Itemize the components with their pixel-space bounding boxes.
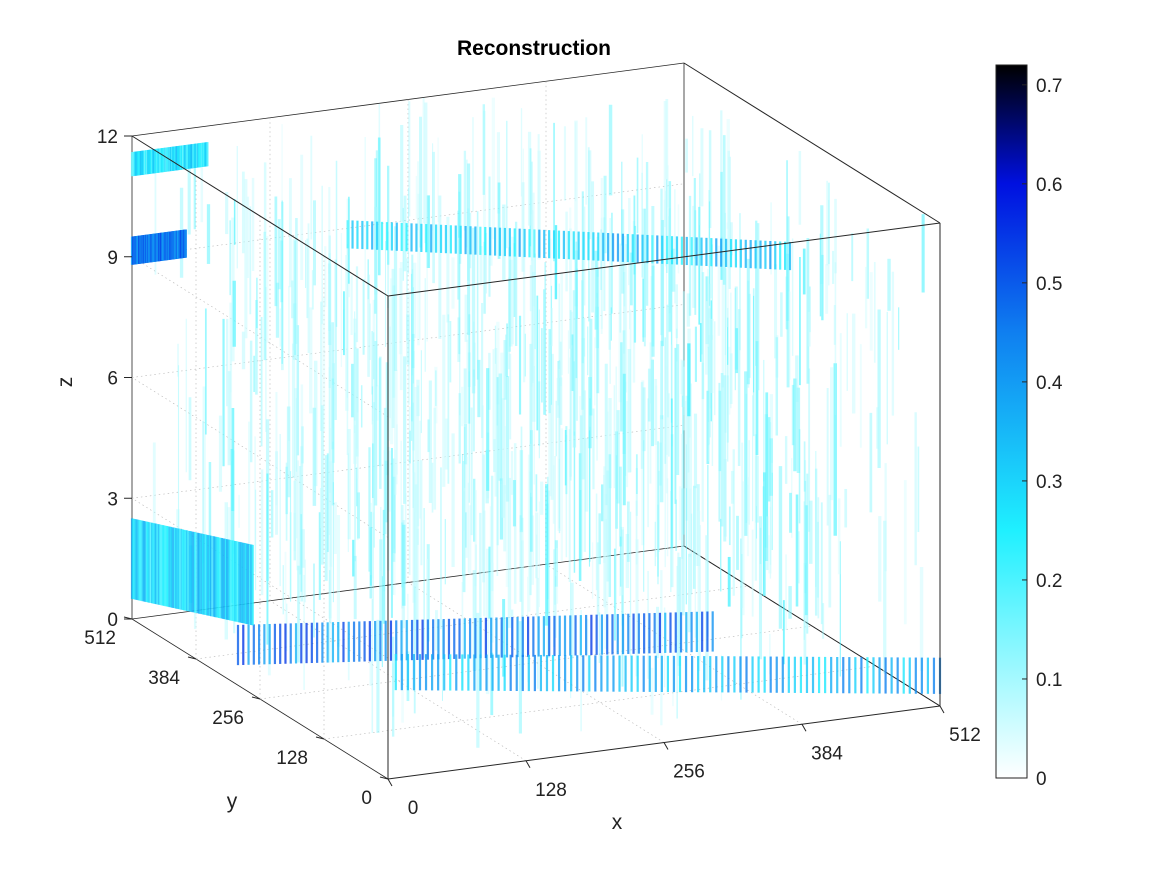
z-tick-label: 9 <box>107 248 118 269</box>
volume-bands <box>130 142 942 694</box>
x-axis-label: x <box>612 811 623 834</box>
z-tick-label: 3 <box>107 489 118 510</box>
colorbar-tick-label: 0.7 <box>1036 76 1062 97</box>
y-tick-label: 0 <box>361 788 372 809</box>
colorbar-gradient <box>995 64 1028 779</box>
grid-line <box>545 563 803 725</box>
colorbar-tick-label: 0.6 <box>1036 175 1062 196</box>
grid-line <box>269 600 527 762</box>
x-tick-mark <box>387 778 393 787</box>
x-tick-label: 512 <box>949 725 981 746</box>
colorbar-ticks: 0 0.1 0.2 0.3 0.4 0.5 0.6 0.7 <box>1022 76 1063 790</box>
z-tick-label: 0 <box>107 610 118 631</box>
x-tick-label: 384 <box>811 743 843 764</box>
grid-line <box>259 625 813 700</box>
colorbar-tick-label: 0.5 <box>1036 274 1062 295</box>
grid-line <box>131 377 389 538</box>
colorbar-tick-label: 0.4 <box>1036 373 1063 394</box>
grid-line <box>131 424 685 499</box>
y-axis-label: y <box>227 790 238 813</box>
grid-line <box>131 497 389 659</box>
box-edge <box>683 62 941 224</box>
grid-line <box>195 585 749 660</box>
x-tick-mark <box>663 742 669 750</box>
x-tick-mark <box>801 724 807 732</box>
colorbar-tick-label: 0.2 <box>1036 571 1062 592</box>
y-tick-label: 128 <box>276 748 308 769</box>
grid-line <box>323 665 877 740</box>
colorbar-tick-label: 0 <box>1036 769 1047 790</box>
chart-title: Reconstruction <box>457 37 611 60</box>
x-tick-mark <box>525 760 531 768</box>
colorbar-tick-label: 0.3 <box>1036 472 1062 493</box>
grid-line <box>131 304 685 378</box>
y-tick-mark <box>187 656 197 660</box>
box-edge <box>387 222 941 297</box>
grid-line <box>407 582 665 743</box>
x-tick-label: 0 <box>408 798 419 819</box>
x-tick-label: 256 <box>673 762 705 783</box>
x-tick-mark <box>939 705 945 714</box>
x-tick-label: 128 <box>535 780 567 801</box>
z-tick-label: 6 <box>107 369 118 390</box>
z-tick-label: 12 <box>97 127 118 148</box>
y-tick-mark <box>251 696 261 700</box>
y-tick-mark <box>315 736 325 740</box>
z-axis-label: z <box>54 377 77 388</box>
y-tick-label: 384 <box>148 668 180 689</box>
colorbar-tick-label: 0.1 <box>1036 670 1062 691</box>
colorbar: 0 0.1 0.2 0.3 0.4 0.5 0.6 0.7 <box>995 64 1063 790</box>
box-edge <box>131 135 389 297</box>
y-tick-label: 512 <box>84 628 116 649</box>
y-tick-label: 256 <box>212 708 244 729</box>
y-tick-mark <box>379 776 389 780</box>
